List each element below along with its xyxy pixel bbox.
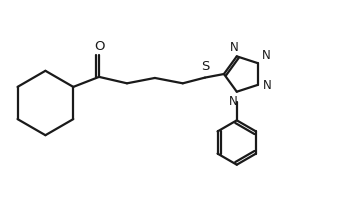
Text: O: O	[94, 40, 104, 53]
Text: N: N	[229, 95, 238, 108]
Text: N: N	[263, 79, 271, 92]
Text: S: S	[201, 60, 209, 73]
Text: N: N	[262, 49, 271, 62]
Text: N: N	[230, 41, 238, 54]
